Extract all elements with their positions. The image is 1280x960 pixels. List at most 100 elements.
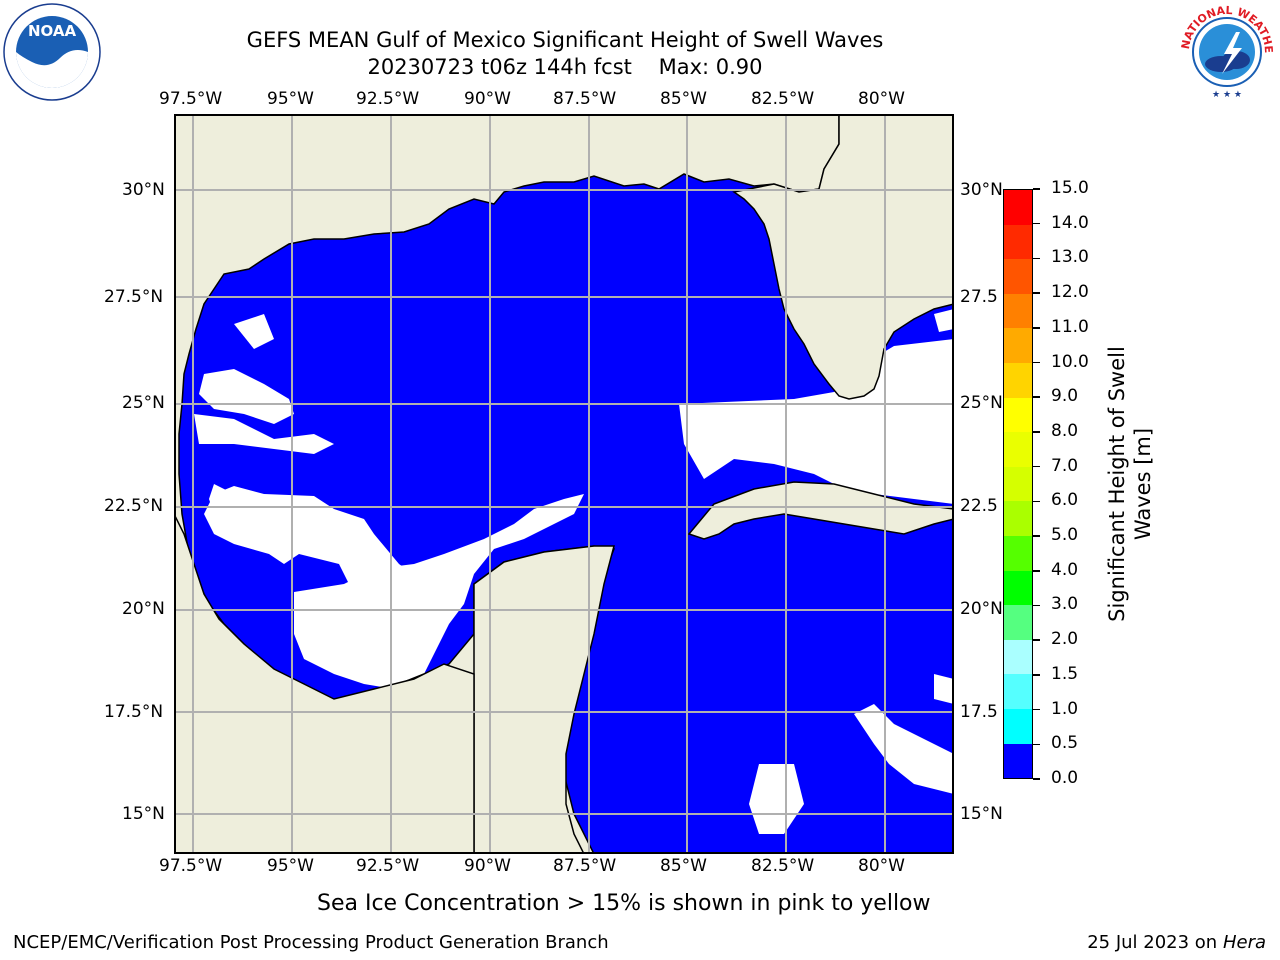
colorbar-tick-mark: [1033, 188, 1040, 190]
lat-tick-left: 15°N: [122, 804, 165, 824]
nws-logo: NATIONAL WEATHER SERVICE ★ ★ ★: [1172, 0, 1278, 102]
colorbar-tick-label: 13.0: [1051, 247, 1089, 268]
colorbar-tick-label: 3.0: [1051, 594, 1079, 615]
colorbar-tick-label: 15.0: [1051, 178, 1089, 198]
colorbar-tick-mark: [1033, 639, 1040, 641]
lon-tick-bottom: 95°W: [267, 856, 314, 876]
colorbar-tick-mark: [1033, 570, 1040, 572]
lat-tick-right: 25°N: [960, 393, 1003, 413]
colorbar-tick-label: 1.5: [1051, 663, 1079, 684]
colorbar-tick-mark: [1033, 604, 1040, 607]
colorbar-tick-label: 11.0: [1051, 316, 1089, 337]
lon-tick-bottom: 85°W: [660, 856, 707, 876]
svg-text:NOAA: NOAA: [28, 22, 77, 40]
colorbar-segment: [1004, 466, 1032, 502]
colorbar-tick-label: 1.0: [1051, 698, 1079, 719]
colorbar-tick-label: 10.0: [1051, 351, 1089, 372]
colorbar-tick-label: 4.0: [1051, 559, 1079, 580]
lon-tick-top: 85°W: [660, 89, 707, 109]
colorbar-tick-label: 12.0: [1051, 282, 1089, 303]
colorbar-segment: [1004, 432, 1032, 467]
lon-tick-bottom: 82.5°W: [751, 856, 815, 876]
lon-tick-top: 90°W: [464, 89, 511, 109]
colorbar-label-line2: Waves [m]: [1131, 427, 1155, 541]
lat-tick-left: 22.5°N: [104, 496, 164, 516]
colorbar-ticks: 15.0 14.0 13.0 12.0 11.0 10.0 9.0 8.0 7.0 6.0 5.0 4…: [1033, 178, 1093, 788]
colorbar-segment: [1004, 535, 1032, 571]
colorbar-segment: [1004, 224, 1032, 260]
lon-tick-top: 80°W: [858, 89, 905, 109]
colorbar-tick-label: 14.0: [1051, 212, 1089, 233]
lat-tick-left: 17.5°N: [104, 702, 164, 722]
colorbar-tick-mark: [1033, 778, 1040, 780]
colorbar-tick-mark: [1033, 396, 1040, 398]
lat-tick-left: 27.5°N: [104, 287, 164, 307]
colorbar-segment: [1004, 397, 1032, 433]
colorbar-segment: [1004, 362, 1032, 398]
colorbar-tick-mark: [1033, 327, 1040, 329]
colorbar-tick-label: 8.0: [1051, 420, 1079, 441]
colorbar-tick-mark: [1033, 535, 1040, 537]
colorbar-tick-mark: [1033, 257, 1040, 260]
colorbar: [1003, 189, 1033, 779]
footer-branch: NCEP/EMC/Verification Post Processing Pr…: [13, 932, 609, 953]
max-value-label: Max: 0.90: [658, 55, 763, 79]
colorbar-tick-label: 9.0: [1051, 386, 1079, 407]
colorbar-segment: [1004, 293, 1032, 329]
colorbar-segment: [1004, 605, 1032, 640]
graticule: [174, 114, 954, 854]
colorbar-segment: [1004, 501, 1032, 536]
lon-tick-bottom: 97.5°W: [159, 856, 223, 876]
colorbar-tick-label: 5.0: [1051, 525, 1079, 546]
colorbar-tick-label: 0.0: [1051, 768, 1079, 788]
colorbar-tick-mark: [1033, 743, 1040, 746]
lat-tick-right: 27.5: [960, 287, 998, 307]
colorbar-segment: [1004, 743, 1032, 779]
lat-tick-right: 15°N: [960, 804, 1003, 824]
colorbar-tick-mark: [1033, 292, 1040, 294]
svg-text:★ ★ ★: ★ ★ ★: [1212, 90, 1242, 100]
colorbar-tick-mark: [1033, 465, 1040, 468]
colorbar-label-line1: Significant Height of Swell: [1105, 346, 1129, 622]
lon-tick-bottom: 92.5°W: [356, 856, 420, 876]
colorbar-segment: [1004, 674, 1032, 709]
colorbar-tick-label: 0.5: [1051, 733, 1079, 754]
lon-tick-bottom: 80°W: [858, 856, 905, 876]
colorbar-tick-mark: [1033, 431, 1040, 433]
lon-tick-top: 92.5°W: [356, 89, 420, 109]
footer-machine: Hera: [1222, 932, 1266, 953]
map-title: GEFS MEAN Gulf of Mexico Significant Hei…: [246, 28, 884, 52]
lat-tick-left: 25°N: [122, 393, 165, 413]
lat-tick-right: 17.5: [960, 702, 998, 722]
colorbar-segment: [1004, 570, 1032, 606]
map-subtitle: 20230723 t06z 144h fcst Max: 0.90: [0, 55, 1130, 79]
colorbar-tick-label: 6.0: [1051, 490, 1079, 511]
lon-tick-bottom: 87.5°W: [553, 856, 617, 876]
noaa-logo: NOAA: [2, 2, 102, 102]
lon-tick-top: 97.5°W: [159, 89, 223, 109]
colorbar-tick-mark: [1033, 222, 1040, 225]
gulf-of-mexico-map: [174, 114, 954, 854]
colorbar-tick-mark: [1033, 500, 1040, 503]
colorbar-segment: [1004, 639, 1032, 675]
footer-date-text: 25 Jul 2023 on: [1087, 932, 1223, 953]
lon-tick-top: 95°W: [267, 89, 314, 109]
colorbar-tick-label: 7.0: [1051, 455, 1079, 476]
colorbar-tick-mark: [1033, 361, 1040, 364]
colorbar-tick-label: 2.0: [1051, 629, 1079, 650]
colorbar-segment: [1004, 328, 1032, 363]
colorbar-segment: [1004, 259, 1032, 294]
mexico-mainland: [174, 513, 475, 854]
colorbar-segment: [1004, 190, 1032, 225]
sea-ice-note: Sea Ice Concentration > 15% is shown in …: [317, 891, 931, 916]
colorbar-segment: [1004, 708, 1032, 744]
lon-tick-bottom: 90°W: [464, 856, 511, 876]
lat-tick-right: 30°N: [960, 180, 1003, 200]
lat-tick-left: 30°N: [122, 180, 165, 200]
lon-tick-top: 87.5°W: [553, 89, 617, 109]
forecast-label: 20230723 t06z 144h fcst: [367, 55, 632, 79]
colorbar-tick-mark: [1033, 708, 1040, 711]
lon-tick-top: 82.5°W: [751, 89, 815, 109]
lat-tick-right: 20°N: [960, 599, 1003, 619]
lat-tick-left: 20°N: [122, 599, 165, 619]
